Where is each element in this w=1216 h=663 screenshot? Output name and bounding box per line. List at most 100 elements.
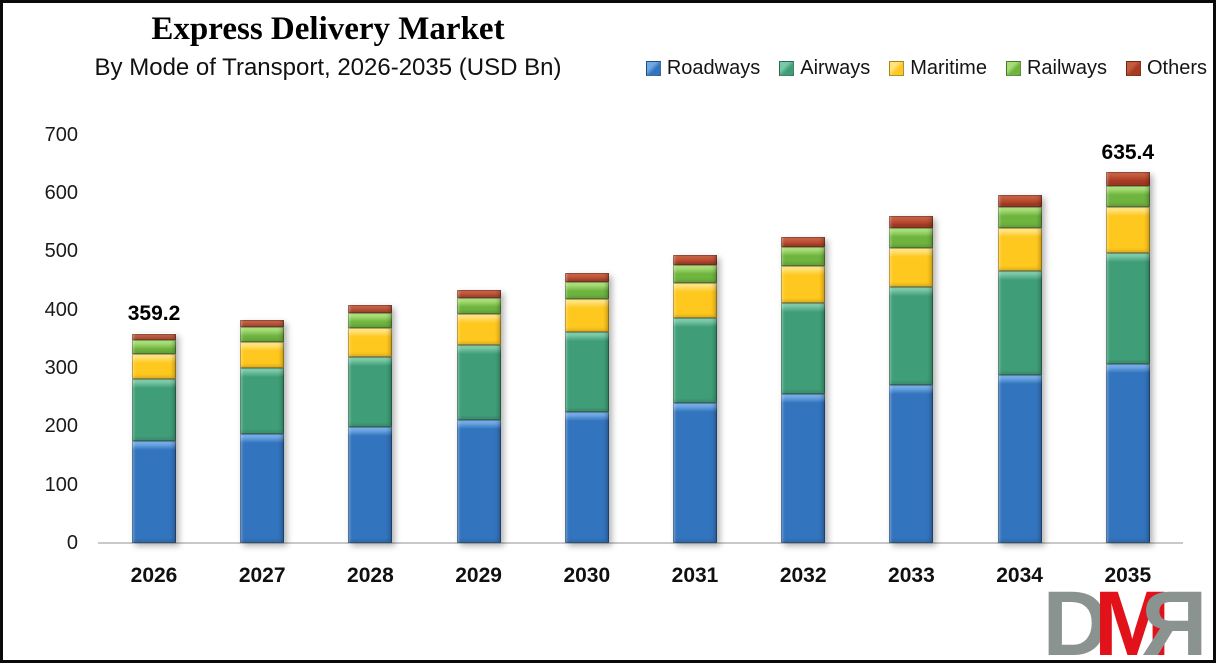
bar-segment-railways [781, 247, 826, 266]
bar-segment-railways [456, 298, 501, 315]
bar-2026 [132, 333, 176, 543]
x-tick-label: 2029 [455, 564, 502, 587]
bar-segment-airways [564, 331, 609, 412]
bar-segment-airways [889, 287, 934, 385]
bar-segment-others [997, 195, 1042, 208]
legend-label: Maritime [910, 57, 987, 79]
legend-label: Roadways [666, 57, 761, 79]
bar-segment-railways [564, 282, 609, 300]
bar-segment-maritime [348, 328, 393, 357]
bar-segment-roadways [348, 427, 393, 543]
y-tick-label: 700 [44, 123, 78, 146]
logo-letter-r: R [1155, 573, 1207, 663]
y-tick-label: 100 [44, 473, 78, 496]
bar-value-label: 359.2 [127, 302, 181, 326]
bar-segment-roadways [673, 403, 717, 543]
bar-segment-maritime [781, 265, 826, 304]
bar-2029 [456, 289, 501, 543]
bar-segment-others [781, 236, 826, 248]
x-tick-label: 2031 [671, 564, 719, 587]
legend-label: Others [1146, 57, 1207, 79]
bar-segment-roadways [132, 440, 176, 543]
legend-swatch [779, 61, 795, 76]
y-tick-label: 600 [44, 182, 78, 204]
y-tick-label: 400 [44, 298, 78, 321]
bar-segment-maritime [456, 314, 501, 345]
chart-title: Express Delivery Market [151, 11, 505, 47]
bar-segment-railways [1105, 185, 1150, 208]
bar-segment-airways [240, 368, 285, 435]
bar-segment-maritime [1105, 207, 1150, 253]
bar-segment-roadways [997, 374, 1042, 543]
bar-segment-maritime [997, 228, 1042, 271]
legend: Roadways Airways Maritime Railways Others [645, 57, 1207, 80]
y-tick-label: 300 [44, 357, 78, 379]
bar-value-label: 635.4 [1101, 141, 1155, 165]
x-tick-label: 2028 [347, 564, 394, 587]
bar-segment-airways [132, 378, 176, 441]
bar-segment-roadways [240, 434, 285, 543]
bar-segment-roadways [456, 419, 501, 543]
y-tick-label: 200 [44, 415, 78, 438]
x-axis-line [98, 542, 1183, 544]
bar-segment-airways [348, 356, 393, 428]
legend-label: Railways [1026, 57, 1107, 79]
bar-2032 [781, 236, 826, 543]
bar-segment-railways [240, 327, 285, 342]
legend-label: Airways [800, 57, 871, 79]
bar-segment-others [240, 319, 285, 328]
chart-subtitle: By Mode of Transport, 2026-2035 (USD Bn) [94, 54, 562, 81]
legend-swatch [645, 61, 661, 76]
bar-segment-maritime [240, 341, 285, 369]
bar-2035 [1105, 172, 1150, 543]
bar-segment-roadways [564, 411, 609, 543]
bar-segment-airways [1105, 252, 1150, 364]
bar-segment-maritime [889, 247, 934, 288]
bar-segment-railways [997, 207, 1042, 229]
legend-swatch [1125, 61, 1141, 76]
bar-2033 [889, 216, 934, 543]
bar-segment-maritime [673, 282, 717, 318]
plot-area: 0 100 200 300 400 500 600 700 2026 359.2 2027 2028 2… [3, 3, 1213, 660]
legend-item-maritime: Maritime [889, 57, 987, 80]
legend-swatch [889, 61, 905, 76]
x-tick-label: 2032 [779, 564, 827, 587]
bar-segment-airways [781, 303, 826, 395]
legend-item-airways: Airways [779, 57, 870, 80]
bar-segment-airways [673, 317, 717, 404]
bar-segment-others [889, 216, 934, 228]
bar-segment-roadways [889, 384, 934, 543]
bar-segment-railways [348, 313, 393, 329]
x-tick-label: 2030 [563, 564, 611, 587]
bar-2027 [240, 319, 285, 543]
bar-2028 [348, 305, 393, 543]
x-tick-label: 2026 [130, 564, 178, 587]
bar-segment-others [132, 333, 176, 341]
bar-segment-maritime [564, 299, 609, 332]
bar-segment-airways [997, 270, 1042, 375]
legend-item-roadways: Roadways [645, 57, 761, 80]
bar-2030 [564, 273, 609, 543]
y-tick-label: 500 [44, 240, 78, 263]
legend-swatch [1005, 61, 1021, 76]
bar-segment-roadways [1105, 363, 1150, 543]
legend-item-railways: Railways [1005, 57, 1107, 80]
bar-segment-railways [132, 340, 176, 354]
x-tick-label: 2027 [238, 564, 286, 587]
x-tick-label: 2033 [888, 564, 935, 587]
bar-segment-airways [456, 344, 501, 420]
bar-segment-railways [673, 265, 717, 283]
legend-item-others: Others [1125, 57, 1207, 80]
bar-segment-others [1105, 172, 1150, 186]
logo-letter-m: M [1093, 573, 1171, 663]
dmr-logo: DMR [1042, 573, 1207, 663]
bar-segment-others [564, 273, 609, 283]
bar-segment-others [348, 305, 393, 314]
bar-segment-roadways [781, 394, 826, 543]
logo-letter-d: D [1042, 573, 1109, 663]
x-tick-label: 2034 [996, 564, 1043, 587]
bar-segment-maritime [132, 353, 176, 379]
x-tick-label: 2035 [1104, 564, 1152, 587]
bar-2034 [997, 195, 1042, 543]
